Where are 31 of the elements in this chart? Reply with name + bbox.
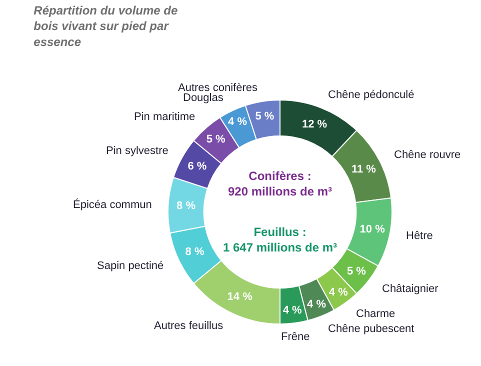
data-label: 5 % <box>206 133 226 146</box>
slice-label: Pin sylvestre <box>106 145 168 157</box>
slice-label: Autres conifères <box>178 82 258 94</box>
text: Conifères : 920 millions de m³ <box>228 169 332 199</box>
data-label: 6 % <box>188 160 207 173</box>
slice-label: Chêne rouvre <box>394 149 461 161</box>
data-label: 14 % <box>227 291 253 304</box>
data-label: 4 % <box>282 304 302 317</box>
slice-label: Charme <box>356 308 396 320</box>
chart-title: Répartition du volume de bois vivant sur pied par essence <box>34 4 178 49</box>
slice-label: Pin maritime <box>134 111 196 123</box>
data-label: 4 % <box>228 116 248 128</box>
slice-label: Hêtre <box>406 230 433 242</box>
slice-label: Autres feuillus <box>154 320 224 332</box>
data-label: 10 % <box>360 224 386 236</box>
slice-label: Douglas <box>183 92 224 104</box>
data-label: 11 % <box>351 163 376 176</box>
slice-label: Chêne pubescent <box>328 323 414 335</box>
slice-label: Sapin pectiné <box>97 260 164 272</box>
slice-label: Châtaignier <box>382 283 439 295</box>
data-label: 4 % <box>307 298 326 311</box>
slice-label: Frêne <box>281 331 310 343</box>
data-label: 12 % <box>302 118 328 131</box>
data-label: 5 % <box>255 110 274 122</box>
data-label: 5 % <box>346 265 366 278</box>
text: Feuillus : 1 647 millions de m³ <box>223 225 338 255</box>
slice-label: Épicéa commun <box>73 198 152 211</box>
data-label: 4 % <box>328 286 348 299</box>
slice-label: Chêne pédonculé <box>328 89 414 101</box>
data-label: 8 % <box>185 246 204 258</box>
data-label: 8 % <box>176 200 196 212</box>
